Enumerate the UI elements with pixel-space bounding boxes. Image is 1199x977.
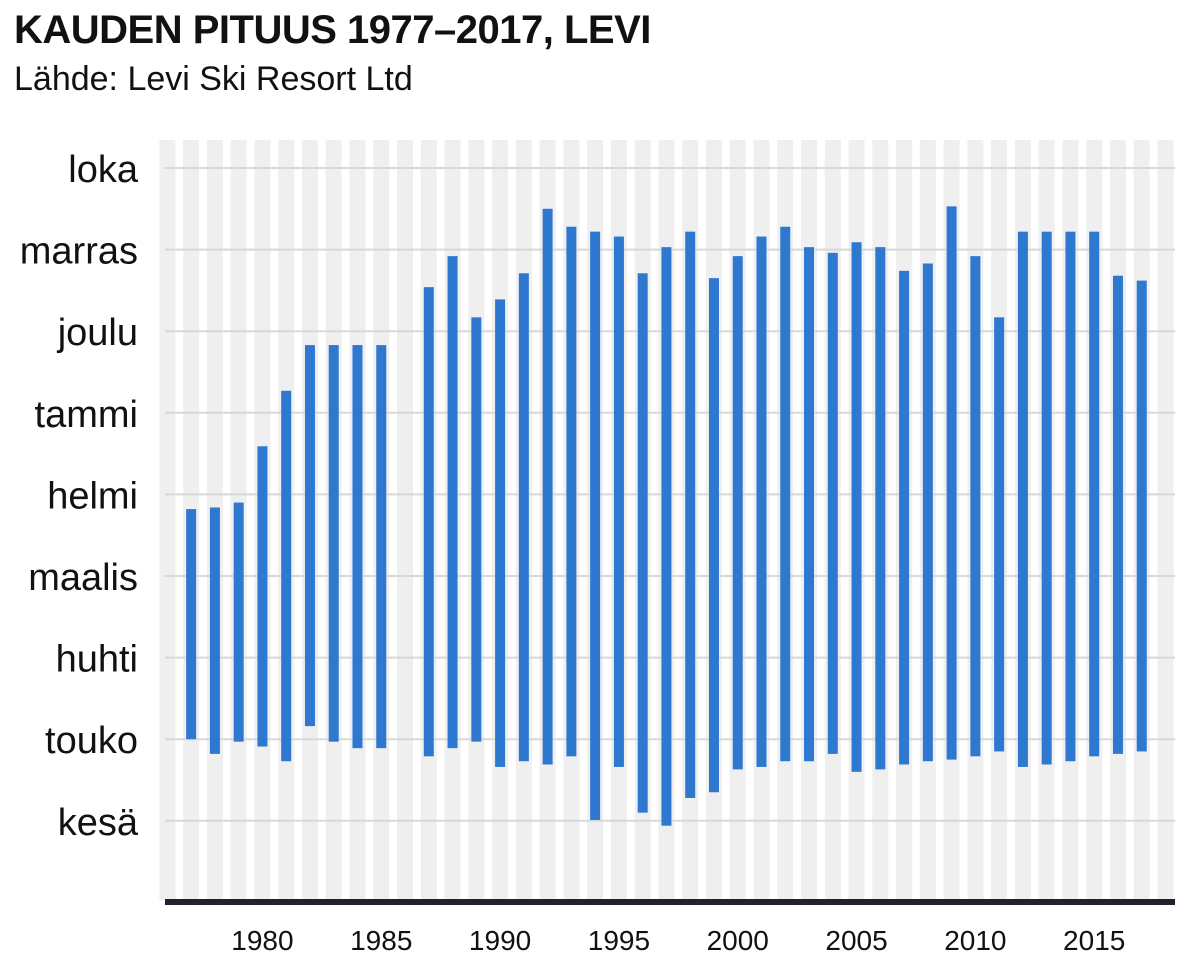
bar-2010	[970, 256, 981, 757]
bar-1996	[637, 273, 648, 813]
y-tick-label: joulu	[57, 312, 138, 354]
bar-1978	[209, 507, 220, 754]
bar-1983	[328, 345, 339, 742]
y-axis-labels: loka marras joulu tammi helmi maalis huhti touk…	[20, 149, 139, 844]
bar-1998	[685, 231, 696, 798]
year-stripe	[1157, 140, 1174, 900]
bars	[186, 206, 1147, 826]
y-tick-label: tammi	[35, 394, 138, 436]
bar-1994	[590, 231, 601, 820]
bar-2006	[875, 247, 886, 770]
y-tick-label: loka	[68, 149, 139, 191]
bar-2008	[922, 263, 933, 762]
bar-1980	[257, 446, 268, 747]
bar-2016	[1112, 275, 1123, 754]
bar-2015	[1089, 231, 1100, 757]
bar-1989	[471, 317, 482, 742]
y-tick-label: marras	[20, 231, 138, 273]
x-tick-label: 1980	[231, 925, 293, 956]
y-tick-label: touko	[45, 720, 138, 762]
bar-1988	[447, 256, 458, 749]
bar-2007	[899, 270, 910, 765]
bar-1995	[613, 236, 624, 767]
x-tick-label: 2005	[825, 925, 887, 956]
chart-title: KAUDEN PITUUS 1977–2017, LEVI	[14, 8, 651, 52]
bar-2014	[1065, 231, 1076, 762]
bar-1991	[518, 273, 529, 762]
x-tick-label: 2000	[707, 925, 769, 956]
bar-2013	[1041, 231, 1052, 765]
x-tick-label: 1995	[588, 925, 650, 956]
bar-1997	[661, 247, 672, 826]
y-tick-label: maalis	[28, 557, 138, 599]
bar-2001	[756, 236, 767, 767]
bar-2012	[1017, 231, 1028, 767]
y-tick-label: helmi	[47, 475, 138, 517]
x-tick-label: 2015	[1063, 925, 1125, 956]
bar-2011	[994, 317, 1005, 752]
bar-1985	[376, 345, 387, 749]
bar-1982	[304, 345, 315, 727]
x-tick-label: 2010	[944, 925, 1006, 956]
bar-1992	[542, 208, 553, 765]
x-axis-labels: 1980 1985 1990 1995 2000 2005 2010 2015	[231, 925, 1125, 956]
y-tick-label: huhti	[56, 639, 138, 681]
year-stripe	[159, 140, 176, 900]
bar-2005	[851, 242, 862, 772]
bar-2002	[780, 226, 791, 762]
bar-1999	[708, 278, 719, 793]
x-tick-label: 1985	[350, 925, 412, 956]
bar-2003	[804, 247, 815, 762]
bar-1993	[566, 226, 577, 757]
bar-2017	[1136, 280, 1147, 752]
bar-2004	[827, 252, 838, 754]
y-tick-label: kesä	[58, 802, 139, 844]
bar-1977	[186, 509, 197, 740]
bar-1981	[281, 390, 292, 762]
year-stripe	[397, 140, 414, 900]
bar-1987	[423, 287, 434, 757]
chart-source: Lähde: Levi Ski Resort Ltd	[14, 60, 413, 98]
bar-1979	[233, 502, 244, 742]
x-tick-label: 1990	[469, 925, 531, 956]
bar-1990	[495, 299, 506, 767]
bar-2000	[732, 256, 743, 770]
bar-1984	[352, 345, 363, 749]
bar-2009	[946, 206, 957, 760]
